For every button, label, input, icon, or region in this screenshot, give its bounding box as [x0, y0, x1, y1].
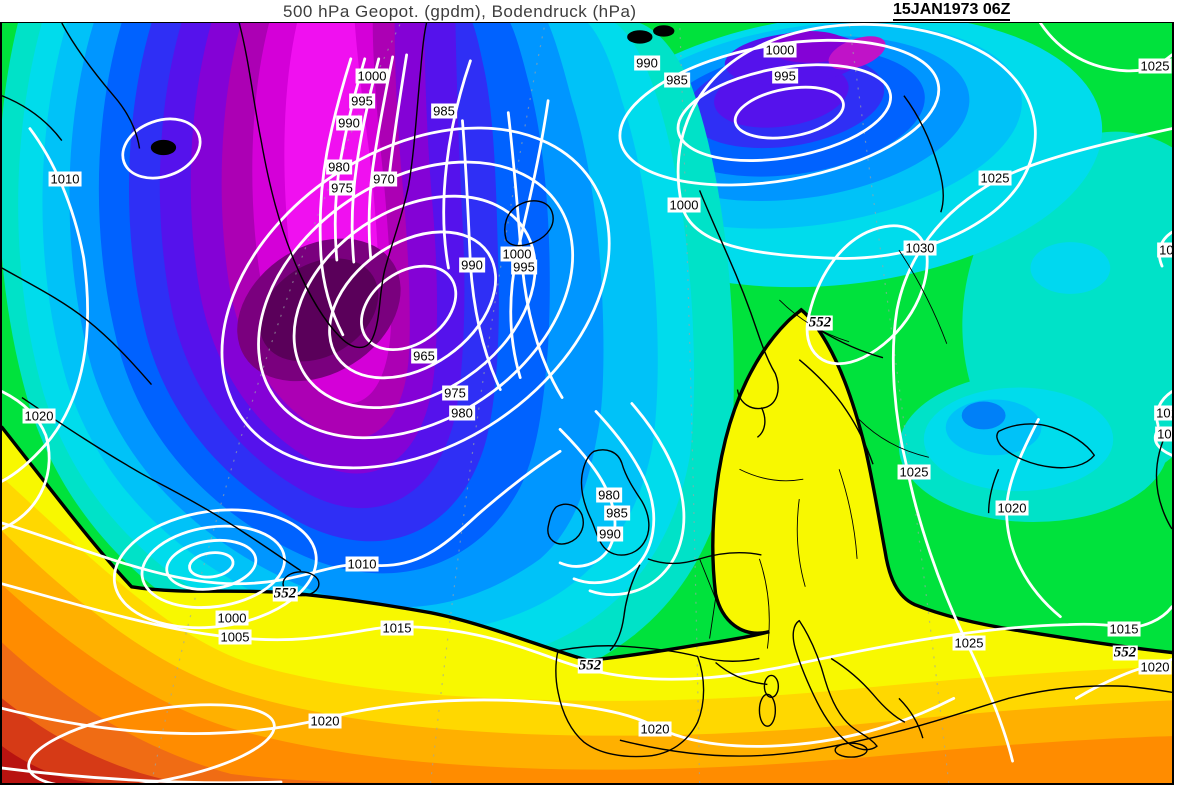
- scandinavian-low-fill: [566, 23, 1103, 288]
- map-canvas: [2, 23, 1172, 783]
- contour-552: [2, 307, 1172, 663]
- coastlines: [2, 23, 1172, 758]
- map-title: 500 hPa Geopot. (gpdm), Bodendruck (hPa): [283, 2, 637, 21]
- map-timestamp: 15JAN1973 06Z: [893, 1, 1011, 21]
- warm-sector-fill: [2, 309, 1172, 783]
- weather-map: 1000 995 990 985 980 975 970 990 985 1000 995 1025 1…: [0, 22, 1174, 785]
- titlebar: 500 hPa Geopot. (gpdm), Bodendruck (hPa)…: [0, 0, 1181, 22]
